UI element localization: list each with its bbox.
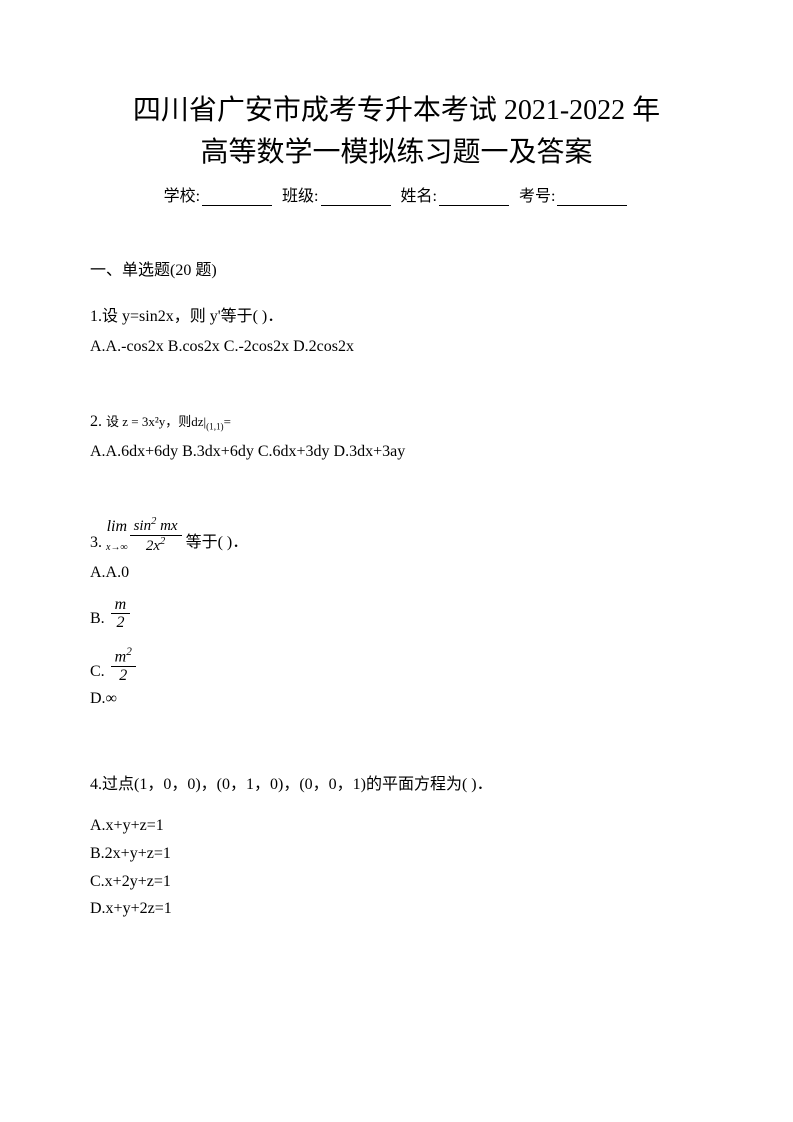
q4-option-c: C.x+2y+z=1 — [90, 869, 703, 895]
question-1: 1.设 y=sin2x，则 y'等于( )． A.A.-cos2x B.cos2… — [90, 304, 703, 359]
q3-option-d: D.∞ — [90, 686, 703, 712]
q3-option-b: B. m 2 — [90, 596, 703, 632]
q4-option-d: D.x+y+2z=1 — [90, 896, 703, 922]
q3-number: 3. — [90, 530, 102, 556]
section-1-header: 一、单选题(20 题) — [90, 256, 703, 280]
q4-text: 4.过点(1，0，0)，(0，1，0)，(0，0，1)的平面方程为( )． — [90, 772, 703, 798]
q3-numerator: sin2 mx — [130, 516, 182, 536]
q2-number: 2. — [90, 413, 102, 430]
q3-suffix: 等于( )． — [186, 530, 249, 556]
q3-optc-prefix: C. — [90, 659, 105, 685]
q3-num-var: mx — [160, 518, 178, 534]
q3-lim-text: lim — [106, 514, 128, 540]
q3-option-a: A.A.0 — [90, 560, 703, 586]
q3-fraction: sin2 mx 2x2 — [130, 516, 182, 554]
q2-formula: 设 z = 3x²y，则dz|(1,1)= — [106, 414, 231, 429]
q3-optc-num-base: m — [115, 648, 127, 665]
q2-formula-main: 设 z = 3x²y，则dz| — [106, 414, 206, 429]
student-info-row: 学校: 班级: 姓名: 考号: — [90, 182, 703, 206]
q3-lim: lim x→∞ — [106, 514, 128, 556]
school-label: 学校: — [164, 188, 200, 205]
q3-num-sup: 2 — [151, 516, 156, 527]
q3-optb-num: m — [111, 596, 131, 615]
name-label: 姓名: — [401, 188, 437, 205]
q1-options: A.A.-cos2x B.cos2x C.-2cos2x D.2cos2x — [90, 334, 703, 360]
id-label: 考号: — [519, 188, 555, 205]
class-blank[interactable] — [321, 190, 391, 206]
q3-lim-sub: x→∞ — [106, 540, 128, 556]
q3-optb-den: 2 — [111, 614, 131, 632]
id-blank[interactable] — [557, 190, 627, 206]
page-title: 四川省广安市成考专升本考试 2021-2022 年 高等数学一模拟练习题一及答案 — [90, 90, 703, 174]
class-label: 班级: — [282, 188, 318, 205]
q3-den-sup: 2 — [160, 536, 165, 547]
q2-formula-sub: (1,1) — [206, 422, 223, 432]
title-line-2: 高等数学一模拟练习题一及答案 — [200, 137, 592, 168]
school-blank[interactable] — [202, 190, 272, 206]
q4-option-b: B.2x+y+z=1 — [90, 841, 703, 867]
question-4: 4.过点(1，0，0)，(0，1，0)，(0，0，1)的平面方程为( )． A.… — [90, 772, 703, 922]
q3-text: 3. lim x→∞ sin2 mx 2x2 等于( )． — [90, 514, 703, 556]
q3-num-sin: sin — [134, 518, 152, 534]
q4-option-a: A.x+y+z=1 — [90, 813, 703, 839]
q1-text: 1.设 y=sin2x，则 y'等于( )． — [90, 304, 703, 330]
question-2: 2. 设 z = 3x²y，则dz|(1,1)= A.A.6dx+6dy B.3… — [90, 409, 703, 464]
q2-formula-eq: = — [224, 414, 231, 429]
q3-option-c: C. m2 2 — [90, 646, 703, 685]
q2-text: 2. 设 z = 3x²y，则dz|(1,1)= — [90, 409, 703, 435]
q3-optc-num: m2 — [111, 646, 136, 667]
q2-options: A.A.6dx+6dy B.3dx+6dy C.6dx+3dy D.3dx+3a… — [90, 439, 703, 465]
q3-optc-den: 2 — [111, 667, 136, 685]
q3-optb-fraction: m 2 — [111, 596, 131, 632]
title-line-1: 四川省广安市成考专升本考试 2021-2022 年 — [133, 95, 660, 126]
q3-optc-fraction: m2 2 — [111, 646, 136, 685]
name-blank[interactable] — [439, 190, 509, 206]
q3-formula: lim x→∞ sin2 mx 2x2 — [106, 514, 182, 556]
q3-optc-num-sup: 2 — [126, 646, 132, 658]
q3-optb-prefix: B. — [90, 606, 105, 632]
q3-denominator: 2x2 — [130, 536, 182, 555]
question-3: 3. lim x→∞ sin2 mx 2x2 等于( )． A.A.0 B. m… — [90, 514, 703, 711]
